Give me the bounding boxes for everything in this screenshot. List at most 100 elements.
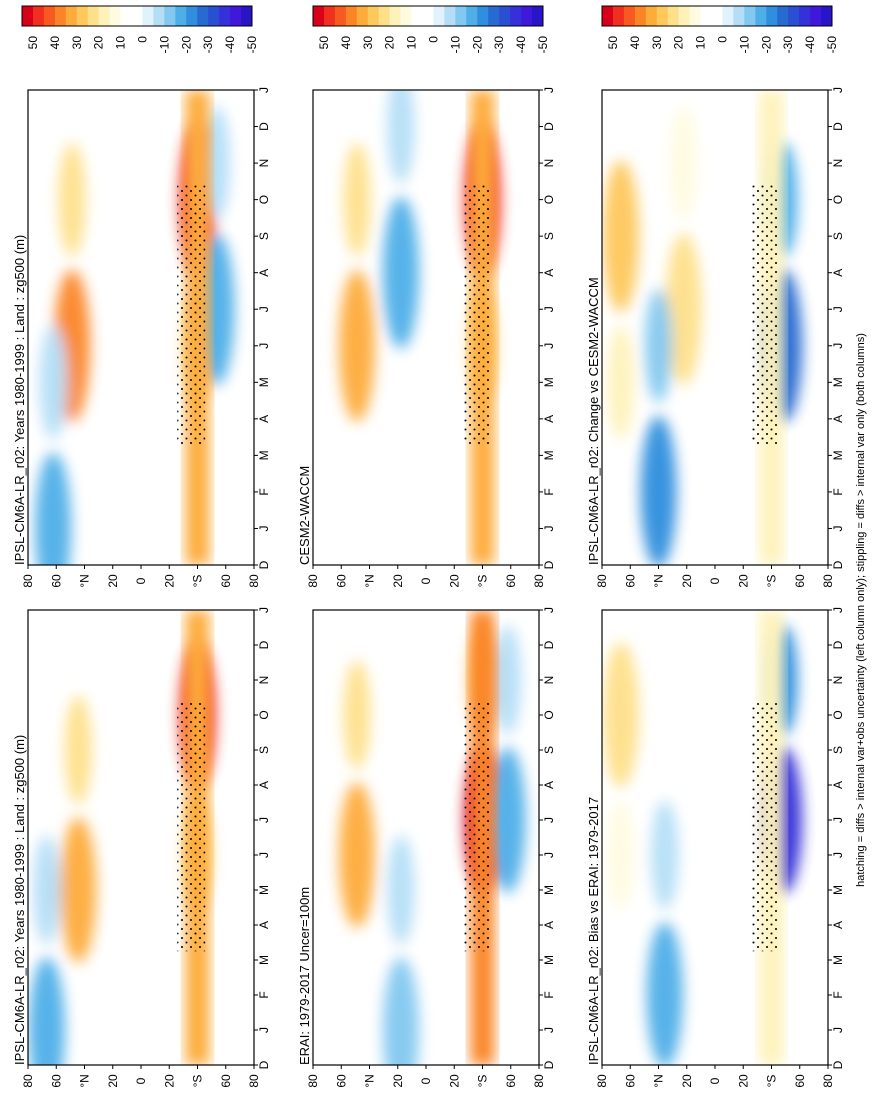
colorbar-swatch: [733, 6, 745, 26]
month-tick-label: D: [542, 1060, 556, 1069]
heatmap-cell: [651, 800, 679, 910]
stippling: [462, 185, 491, 447]
colorbar-tick-label: 10: [405, 36, 419, 50]
colorbar-tick-label: 0: [135, 36, 149, 43]
colorbar-swatch: [54, 6, 67, 26]
latitude-tick-label: °S: [191, 575, 205, 588]
colorbar-swatch: [634, 6, 647, 26]
month-tick-label: F: [542, 991, 556, 998]
panel-title: IPSL-CM6A-LR_r02: Bias vs ERAI: 1979-201…: [586, 797, 601, 1065]
colorbar-swatch: [241, 6, 253, 26]
month-tick-label: M: [542, 955, 556, 965]
month-tick-label: J: [257, 87, 271, 93]
month-tick-label: F: [831, 991, 845, 998]
month-tick-label: J: [257, 607, 271, 613]
colorbar-swatch: [799, 6, 811, 26]
colorbar-tick-label: -30: [201, 36, 215, 54]
colorbar-swatch: [32, 6, 45, 26]
month-tick-label: D: [831, 640, 845, 649]
heatmap-cell: [35, 452, 72, 565]
colorbar-swatch: [186, 6, 198, 26]
colorbar-tick-label: 50: [606, 36, 620, 50]
latitude-tick-label: 20: [106, 574, 120, 588]
colorbar-swatch: [821, 6, 833, 26]
latitude-tick-label: 80: [306, 1074, 320, 1088]
colorbar-tick-label: 0: [715, 36, 729, 43]
latitude-tick-label: 20: [447, 1074, 461, 1088]
latitude-tick-label: 60: [623, 574, 637, 588]
colorbar-tick-label: 10: [114, 36, 128, 50]
colorbar-swatch: [612, 6, 625, 26]
colorbar-tick-label: -20: [759, 36, 773, 54]
month-tick-label: N: [831, 159, 845, 168]
latitude-tick-label: 20: [391, 1074, 405, 1088]
month-tick-label: M: [257, 885, 271, 895]
colorbar-swatch: [208, 6, 220, 26]
colorbar-swatch: [488, 6, 500, 26]
month-tick-label: D: [542, 122, 556, 131]
month-tick-label: J: [257, 525, 271, 531]
colorbar-swatch: [120, 6, 133, 26]
colorbar-swatch: [43, 6, 56, 26]
heatmap-cell: [60, 817, 97, 963]
colorbar-tick-label: -50: [825, 36, 839, 54]
colorbar-swatch: [744, 6, 756, 26]
latitude-tick-label: 60: [334, 1074, 348, 1088]
heatmap-panel-5: D J F M A M J J A S O N D J 80 60 °N 20 0 20 °S 60 80 IPSL-CM6A…: [586, 87, 845, 588]
latitude-tick-label: 0: [419, 1077, 433, 1084]
heatmap-cell: [382, 196, 419, 349]
latitude-tick-label: 60: [504, 574, 518, 588]
month-tick-label: A: [831, 921, 845, 929]
colorbar-tick-label: 30: [361, 36, 375, 50]
heatmap-cell: [602, 642, 639, 788]
colorbar-swatch: [22, 6, 34, 26]
colorbar-swatch: [356, 6, 369, 26]
heatmap-cell: [646, 922, 683, 1065]
latitude-tick-label: 20: [680, 1074, 694, 1088]
latitude-tick-label: 80: [532, 574, 546, 588]
colorbar-swatch: [466, 6, 478, 26]
latitude-tick-label: 60: [334, 574, 348, 588]
month-tick-label: M: [542, 377, 556, 387]
colorbar-tick-label: 40: [48, 36, 62, 50]
latitude-tick-label: 80: [595, 574, 609, 588]
colorbar-swatch: [153, 6, 165, 26]
latitude-tick-label: 60: [504, 1074, 518, 1088]
latitude-tick-label: °N: [363, 1074, 377, 1087]
colorbar-tick-label: -10: [737, 36, 751, 54]
month-tick-label: J: [831, 87, 845, 93]
colorbar-tick-label: -30: [781, 36, 795, 54]
panel-title: IPSL-CM6A-LR_r02: Change vs CESM2-WACCM: [586, 277, 601, 565]
latitude-tick-label: 60: [793, 1074, 807, 1088]
month-tick-label: J: [257, 817, 271, 823]
month-tick-label: A: [542, 781, 556, 789]
colorbar-tick-label: 20: [383, 36, 397, 50]
colorbar-swatch: [98, 6, 111, 26]
latitude-tick-label: 20: [736, 574, 750, 588]
heatmap-cell: [489, 747, 526, 893]
colorbar-swatch: [510, 6, 522, 26]
heatmap-cell: [494, 625, 522, 735]
figure-footnote: hatching = diffs > internal var+obs unce…: [855, 333, 867, 887]
month-tick-label: J: [542, 817, 556, 823]
latitude-tick-label: 0: [708, 1077, 722, 1084]
colorbar-swatch: [197, 6, 209, 26]
colorbar-swatch: [722, 6, 734, 26]
month-tick-label: A: [257, 921, 271, 929]
month-tick-label: O: [831, 195, 845, 204]
heatmap-panel-1: D J F M A M J J A S O N D J 80 60 °N 20 0 20 °S 60 80 IPSL-CM6A…: [12, 87, 271, 588]
colorbar-swatch: [532, 6, 544, 26]
month-tick-label: D: [542, 560, 556, 569]
heatmap-cell: [644, 288, 673, 403]
colorbar-swatch: [444, 6, 456, 26]
month-tick-label: O: [831, 710, 845, 719]
month-tick-label: J: [542, 525, 556, 531]
latitude-tick-label: °S: [765, 575, 779, 588]
latitude-tick-label: °S: [765, 1075, 779, 1088]
panel-title: ERAI: 1979-2017 Uncer=100m: [297, 887, 312, 1065]
latitude-tick-label: 0: [419, 577, 433, 584]
latitude-tick-label: 60: [623, 1074, 637, 1088]
colorbar-tick-label: -10: [157, 36, 171, 54]
colorbar-swatch: [230, 6, 242, 26]
month-tick-label: J: [542, 852, 556, 858]
